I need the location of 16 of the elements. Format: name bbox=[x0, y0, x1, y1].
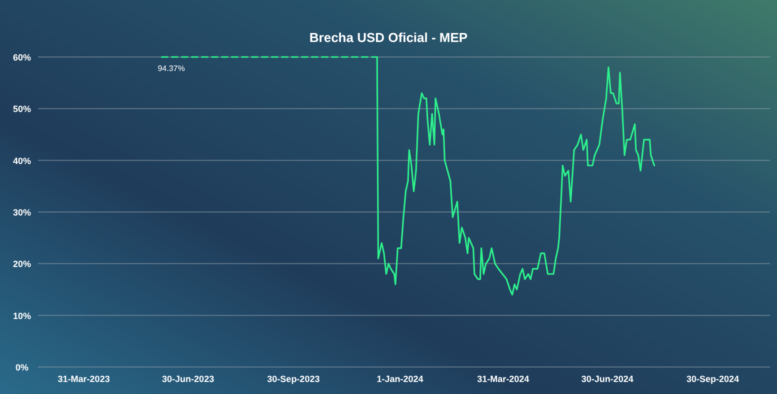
y-tick-label: 20% bbox=[12, 259, 32, 270]
x-tick-label: 1-Jan-2024 bbox=[376, 374, 424, 384]
x-tick-label: 30-Sep-2023 bbox=[267, 374, 320, 384]
x-tick-label: 30-Sep-2024 bbox=[686, 374, 739, 384]
x-tick-label: 31-Mar-2023 bbox=[58, 374, 110, 384]
y-tick-label: 30% bbox=[12, 208, 32, 218]
y-tick-label: 10% bbox=[12, 310, 32, 321]
x-tick-label: 30-Jun-2024 bbox=[581, 374, 634, 384]
y-tick-label: 60% bbox=[12, 52, 32, 62]
y-tick-label: 0% bbox=[15, 362, 29, 372]
y-tick-label: 50% bbox=[12, 104, 32, 114]
chart-title: Brecha USD Oficial - MEP bbox=[309, 30, 468, 45]
y-tick-label: 40% bbox=[12, 156, 32, 166]
x-tick-label: 30-Jun-2023 bbox=[162, 374, 214, 384]
annotation: 94.37% bbox=[158, 64, 185, 73]
x-tick-label: 31-Mar-2024 bbox=[477, 374, 530, 384]
